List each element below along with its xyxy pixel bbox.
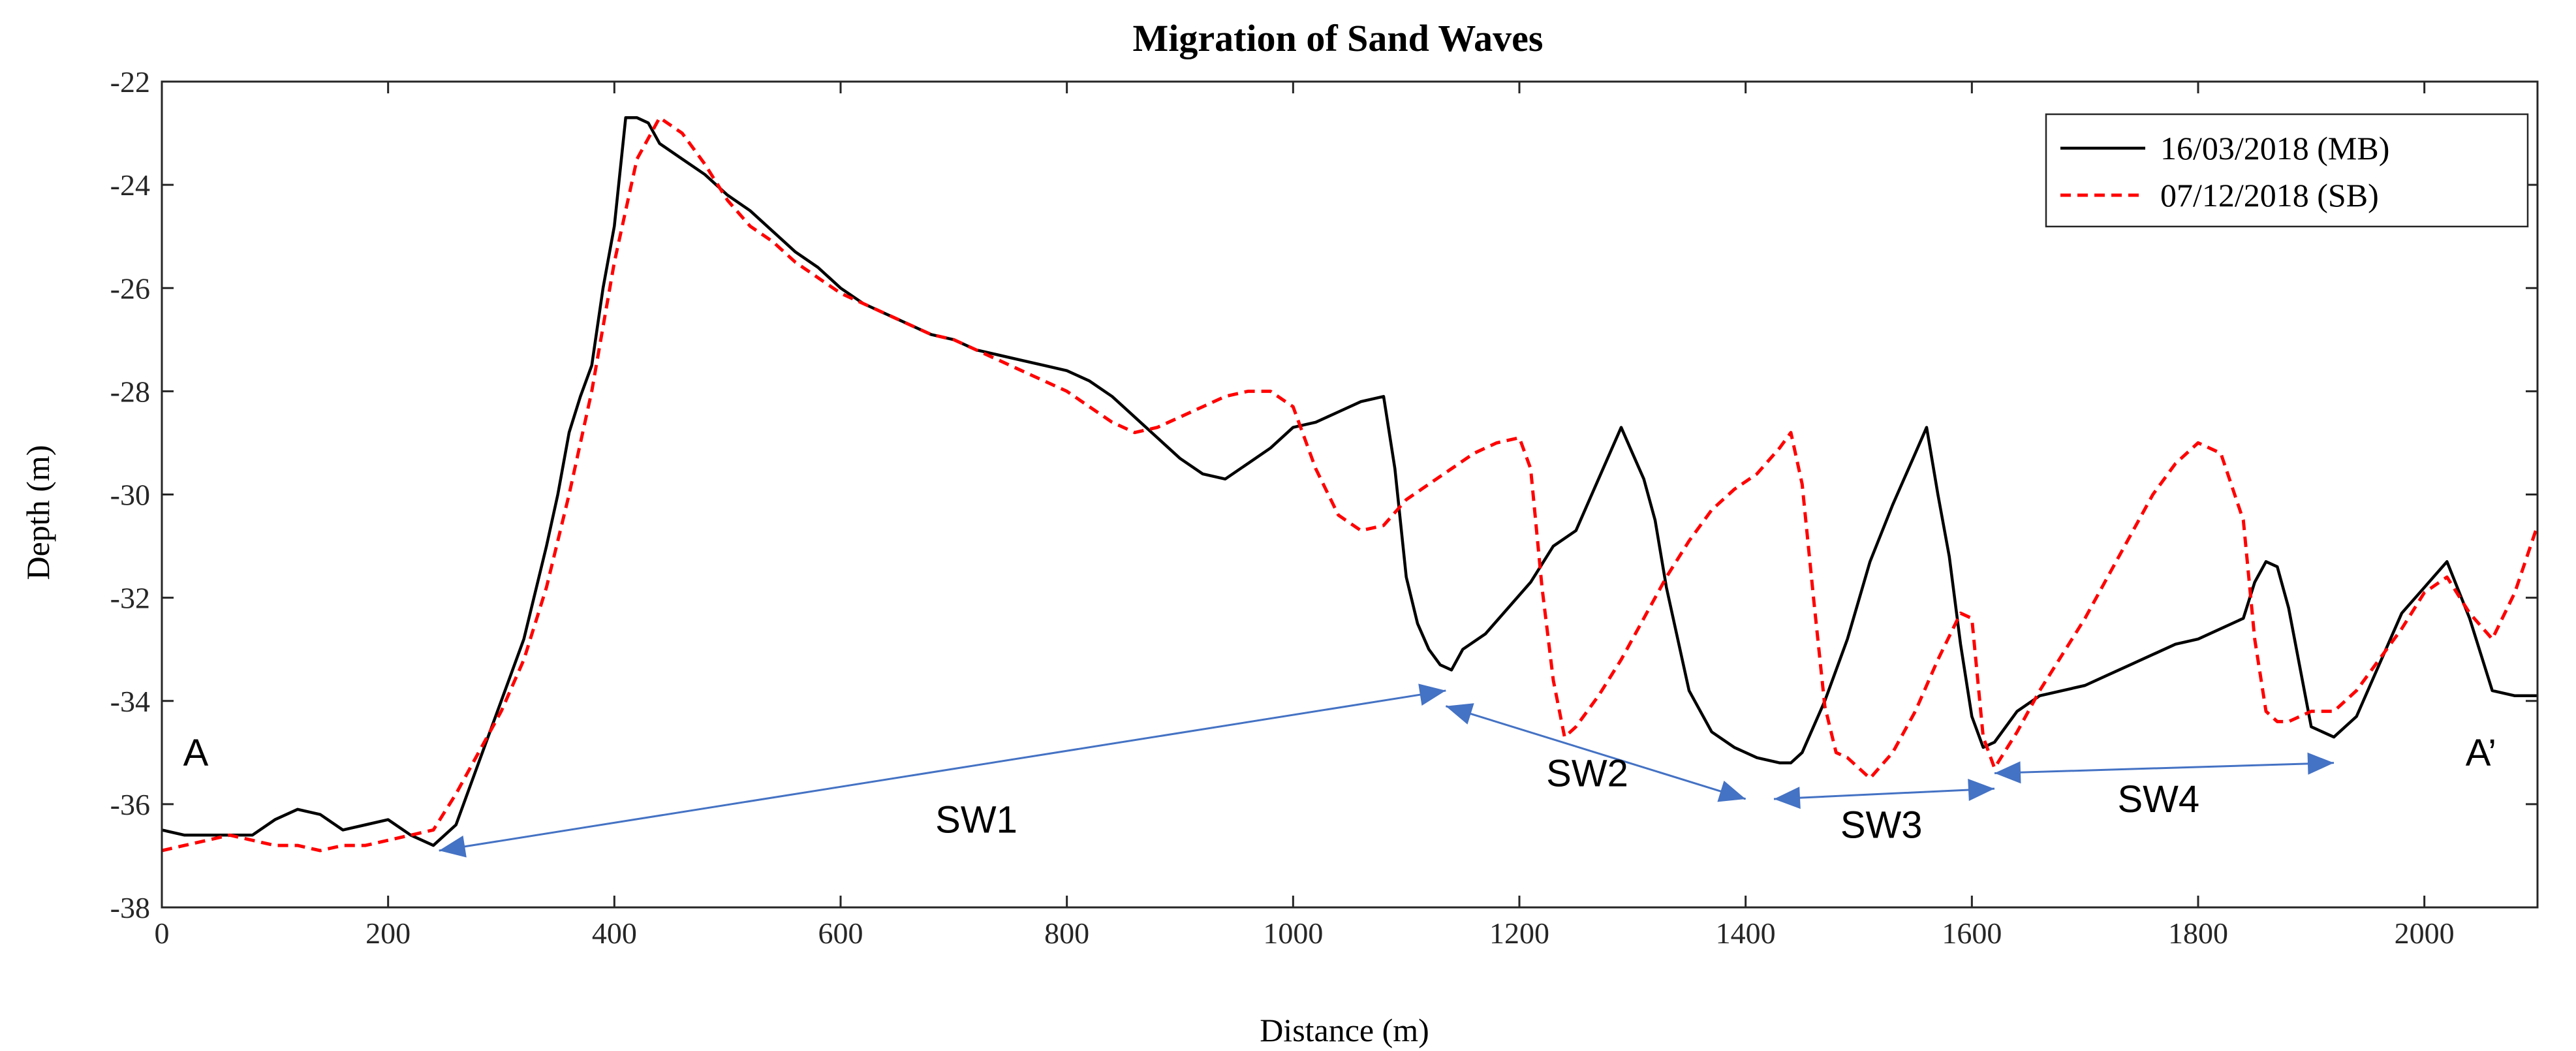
arrow-label-sw2: SW2 <box>1546 752 1628 794</box>
arrow-sw2-head-start <box>1446 703 1474 725</box>
x-tick-label: 400 <box>592 917 637 950</box>
x-tick-label: 1000 <box>1263 917 1323 950</box>
x-tick-label: 0 <box>155 917 170 950</box>
arrow-sw1-head-start <box>439 836 467 858</box>
plot-area <box>162 116 2537 853</box>
arrow-label-sw1: SW1 <box>935 799 1017 841</box>
x-tick-label: 800 <box>1044 917 1089 950</box>
y-tick-label: -38 <box>110 891 150 924</box>
legend-label-2: 07/12/2018 (SB) <box>2160 177 2379 213</box>
x-axis-label: Distance (m) <box>1260 1012 1429 1048</box>
series-line-1 <box>162 116 2537 847</box>
chart-title: Migration of Sand Waves <box>1133 17 1544 59</box>
annotation-layer: SW1 SW2 SW3 SW4 A A’ <box>183 683 2496 858</box>
y-tick-label: -30 <box>110 478 150 512</box>
y-tick-label: -26 <box>110 272 150 305</box>
y-tick-label: -28 <box>110 375 150 408</box>
y-axis-label: Depth (m) <box>20 445 56 580</box>
x-tick-label: 1200 <box>1489 917 1549 950</box>
arrow-sw4-head-start <box>1994 761 2021 784</box>
y-tick-label: -36 <box>110 788 150 821</box>
x-tick-label: 1400 <box>1716 917 1776 950</box>
legend: 16/03/2018 (MB) 07/12/2018 (SB) <box>2045 113 2529 228</box>
x-tick-label: 2000 <box>2395 917 2455 950</box>
x-tick-label: 200 <box>365 917 411 950</box>
arrow-label-sw3: SW3 <box>1840 804 1923 847</box>
axes: 0 200 400 600 800 1000 1200 1400 1600 1800 2000 -22… <box>110 65 2539 950</box>
point-label-a: A <box>183 732 209 774</box>
y-tick-label: -22 <box>110 65 150 99</box>
legend-label-1: 16/03/2018 (MB) <box>2160 130 2389 166</box>
x-tick-label: 1600 <box>1942 917 2002 950</box>
arrow-sw3-head-start <box>1774 787 1801 809</box>
arrow-sw3-head-end <box>1968 779 1994 801</box>
y-tick-label: -24 <box>110 168 150 202</box>
x-tick-label: 1800 <box>2168 917 2228 950</box>
arrow-sw2-head-end <box>1717 780 1746 802</box>
legend-box <box>2045 113 2529 228</box>
arrow-sw2-line <box>1445 705 1746 800</box>
arrow-sw4-line <box>1994 762 2335 774</box>
y-tick-label: -32 <box>110 582 150 615</box>
arrow-sw4-head-end <box>2307 752 2334 775</box>
arrow-sw3-line <box>1773 787 1995 800</box>
y-tick-label: -34 <box>110 685 150 718</box>
arrow-sw1-head-end <box>1418 683 1446 706</box>
x-tick-label: 600 <box>818 917 863 950</box>
arrow-label-sw4: SW4 <box>2117 778 2199 821</box>
arrow-sw1-line <box>439 689 1446 852</box>
point-label-a-prime: A’ <box>2466 732 2496 774</box>
